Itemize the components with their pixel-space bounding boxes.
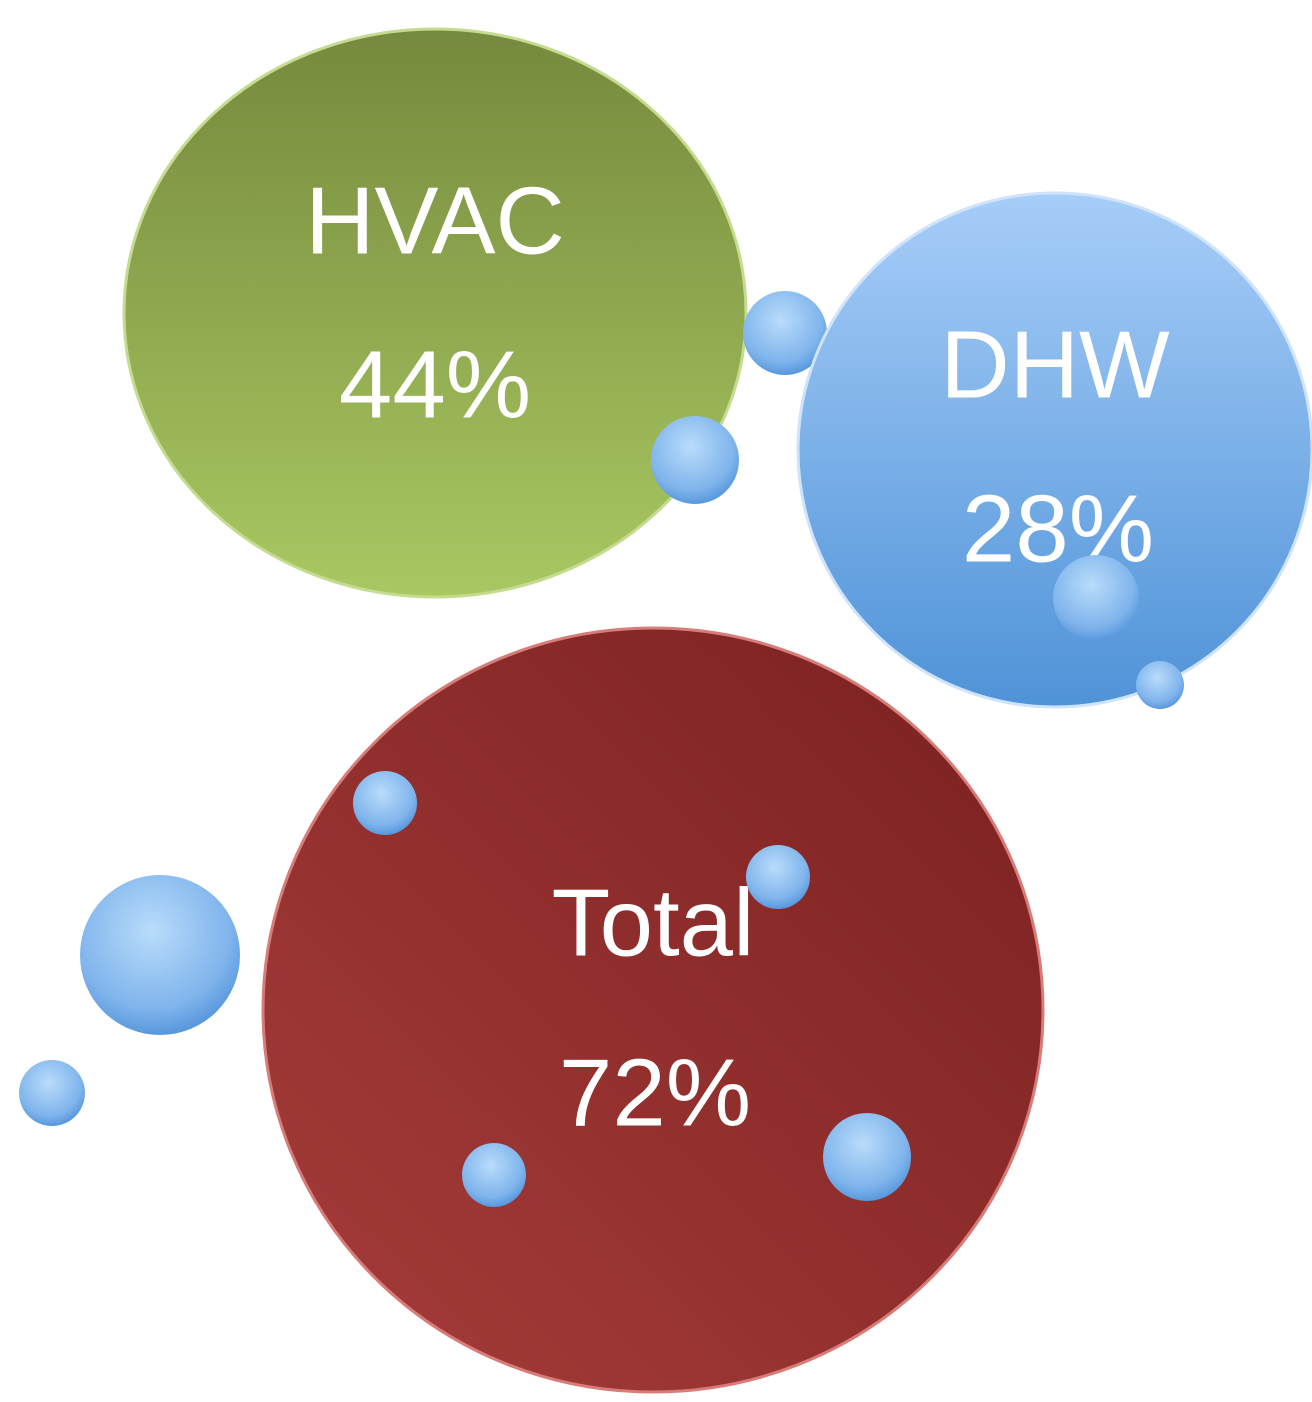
droplet [462, 1143, 526, 1207]
node-label: DHW [940, 311, 1170, 418]
node-label: Total [552, 869, 755, 976]
droplet [823, 1113, 911, 1201]
node-dhw: DHW 28% [798, 193, 1312, 707]
droplet [1053, 555, 1139, 641]
droplet [19, 1060, 85, 1126]
node-value: 44% [339, 331, 531, 438]
node-value: 72% [559, 1039, 751, 1146]
page: HVAC 44% DHW 28% Total 72% (() => { cons… [0, 0, 1312, 1402]
bubble [263, 628, 1043, 1392]
node-label: HVAC [305, 167, 565, 274]
bubble [124, 29, 746, 597]
node-total: Total 72% [263, 628, 1043, 1392]
droplet [651, 416, 739, 504]
diagram: HVAC 44% DHW 28% Total 72% [0, 0, 1312, 1402]
node-value: 28% [962, 475, 1154, 582]
droplet [353, 771, 417, 835]
droplet [746, 845, 810, 909]
bubble [798, 193, 1312, 707]
droplet [80, 875, 240, 1035]
droplet [1136, 661, 1184, 709]
node-hvac: HVAC 44% [124, 29, 746, 597]
